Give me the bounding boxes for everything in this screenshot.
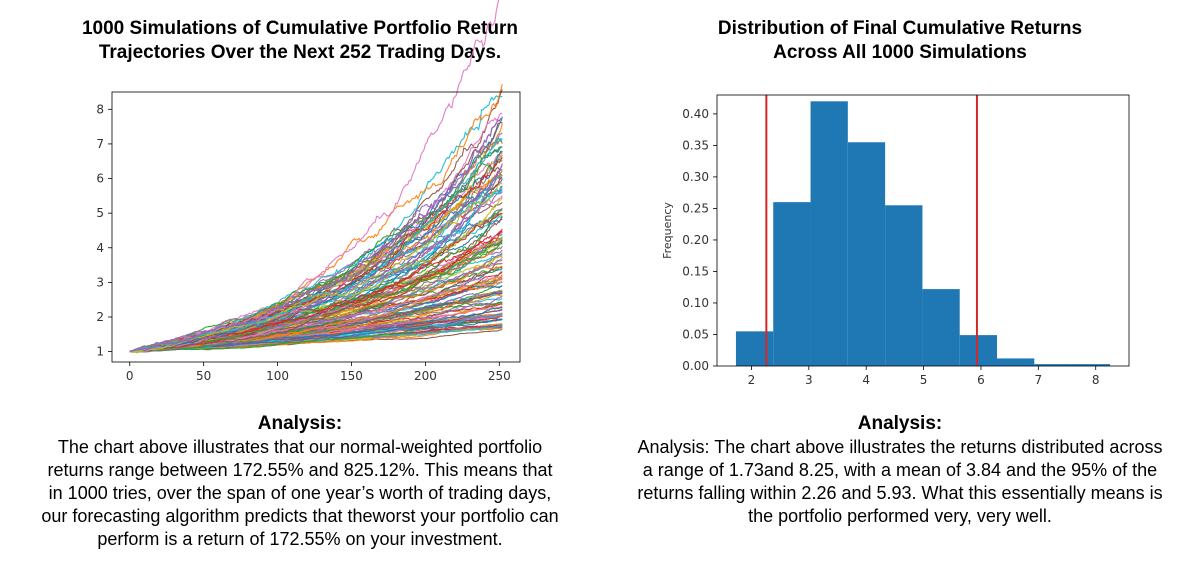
distribution-chart-title: Distribution of Final Cumulative Returns… <box>600 17 1200 65</box>
histogram-bar <box>1071 364 1111 366</box>
histogram-bar <box>847 142 886 366</box>
histogram-bars <box>735 101 1111 367</box>
y-tick-label: 6 <box>96 172 104 186</box>
simulation-line-chart: 0 50 100 150 200 250 1 2 3 4 5 6 7 8 <box>96 0 521 383</box>
y-tick-label: 5 <box>96 206 104 220</box>
x-tick-label: 250 <box>488 369 511 383</box>
y-tick-label: 0.00 <box>682 359 709 373</box>
x-tick-label: 5 <box>920 373 928 387</box>
simulation-analysis-line: our forecasting algorithm predicts that … <box>41 506 559 526</box>
y-tick-label: 7 <box>96 137 104 151</box>
y-tick-label: 0.25 <box>682 201 709 215</box>
simulation-analysis-line: returns range between 172.55% and 825.12… <box>47 460 553 480</box>
distribution-analysis-line: Analysis: The chart above illustrates th… <box>637 437 1163 457</box>
simulation-analysis-line: perform is a return of 172.55% on your i… <box>97 529 503 549</box>
simulation-path-line <box>129 290 503 353</box>
simulation-plot-frame <box>111 91 521 363</box>
histogram-plot-frame <box>716 94 1130 367</box>
y-tick-label: 2 <box>96 310 104 324</box>
y-tick-label: 0.35 <box>682 138 709 152</box>
y-tick-label: 1 <box>96 345 104 359</box>
simulation-analysis-text: The chart above illustrates that our nor… <box>0 436 600 551</box>
y-tick-label: 0.15 <box>682 264 709 278</box>
simulation-analysis-heading: Analysis: <box>257 413 343 434</box>
y-tick-label: 0.05 <box>682 327 709 341</box>
histogram-bar <box>1034 364 1072 366</box>
simulation-path-line <box>129 212 503 353</box>
simulation-title-line-1: 1000 Simulations of Cumulative Portfolio… <box>81 18 518 39</box>
distribution-histogram: 2 3 4 5 6 7 8 0.00 0.05 0.10 0.15 0.20 0.25 0.30 0.35 0… <box>661 94 1130 387</box>
x-tick-label: 7 <box>1035 373 1043 387</box>
y-tick-label: 8 <box>96 102 104 116</box>
histogram-bar <box>959 335 998 366</box>
histogram-bar <box>922 289 960 366</box>
x-tick-label: 50 <box>196 369 211 383</box>
histogram-bar <box>810 101 848 367</box>
x-tick-label: 8 <box>1092 373 1100 387</box>
histogram-bar <box>735 331 774 366</box>
simulation-path-line <box>129 216 503 353</box>
y-axis-label: Frequency <box>661 202 674 259</box>
simulation-path-line <box>129 150 503 353</box>
simulation-analysis-line: The chart above illustrates that our nor… <box>57 437 543 457</box>
distribution-title-line-2: Across All 1000 Simulations <box>773 42 1027 63</box>
simulation-path-line <box>129 156 503 353</box>
x-tick-label: 6 <box>977 373 985 387</box>
distribution-title-line-1: Distribution of Final Cumulative Returns <box>717 18 1083 39</box>
x-tick-label: 200 <box>414 369 437 383</box>
histogram-bar <box>885 205 923 366</box>
simulation-chart-title: 1000 Simulations of Cumulative Portfolio… <box>0 17 600 65</box>
y-tick-label: 0.20 <box>682 233 709 247</box>
x-tick-label: 3 <box>805 373 813 387</box>
y-tick-label: 0.10 <box>682 296 709 310</box>
histogram-bar <box>773 202 811 366</box>
distribution-analysis-heading: Analysis: <box>857 413 943 434</box>
distribution-analysis-line: returns falling within 2.26 and 5.93. Wh… <box>637 483 1163 503</box>
simulation-paths <box>129 0 503 354</box>
distribution-panel: Distribution of Final Cumulative Returns… <box>600 0 1200 588</box>
simulation-path-max <box>129 117 503 353</box>
simulation-analysis-line: in 1000 tries, over the span of one year… <box>48 483 552 503</box>
distribution-analysis-text: Analysis: The chart above illustrates th… <box>600 436 1200 528</box>
distribution-analysis-line: a range of 1.73and 8.25, with a mean of … <box>642 460 1158 480</box>
y-tick-label: 4 <box>96 241 104 255</box>
y-tick-label: 0.40 <box>682 107 709 121</box>
distribution-analysis-line: the portfolio performed very, very well. <box>748 506 1052 526</box>
x-tick-label: 2 <box>748 373 756 387</box>
y-tick-label: 3 <box>96 275 104 289</box>
x-tick-label: 100 <box>266 369 289 383</box>
simulation-path-line <box>129 163 503 353</box>
x-tick-label: 150 <box>340 369 363 383</box>
x-tick-label: 0 <box>126 369 134 383</box>
simulation-title-line-2: Trajectories Over the Next 252 Trading D… <box>98 42 502 63</box>
x-tick-label: 4 <box>862 373 870 387</box>
y-tick-label: 0.30 <box>682 170 709 184</box>
simulation-path-line <box>129 181 503 353</box>
simulation-panel: 1000 Simulations of Cumulative Portfolio… <box>0 0 600 551</box>
histogram-bar <box>997 358 1035 366</box>
